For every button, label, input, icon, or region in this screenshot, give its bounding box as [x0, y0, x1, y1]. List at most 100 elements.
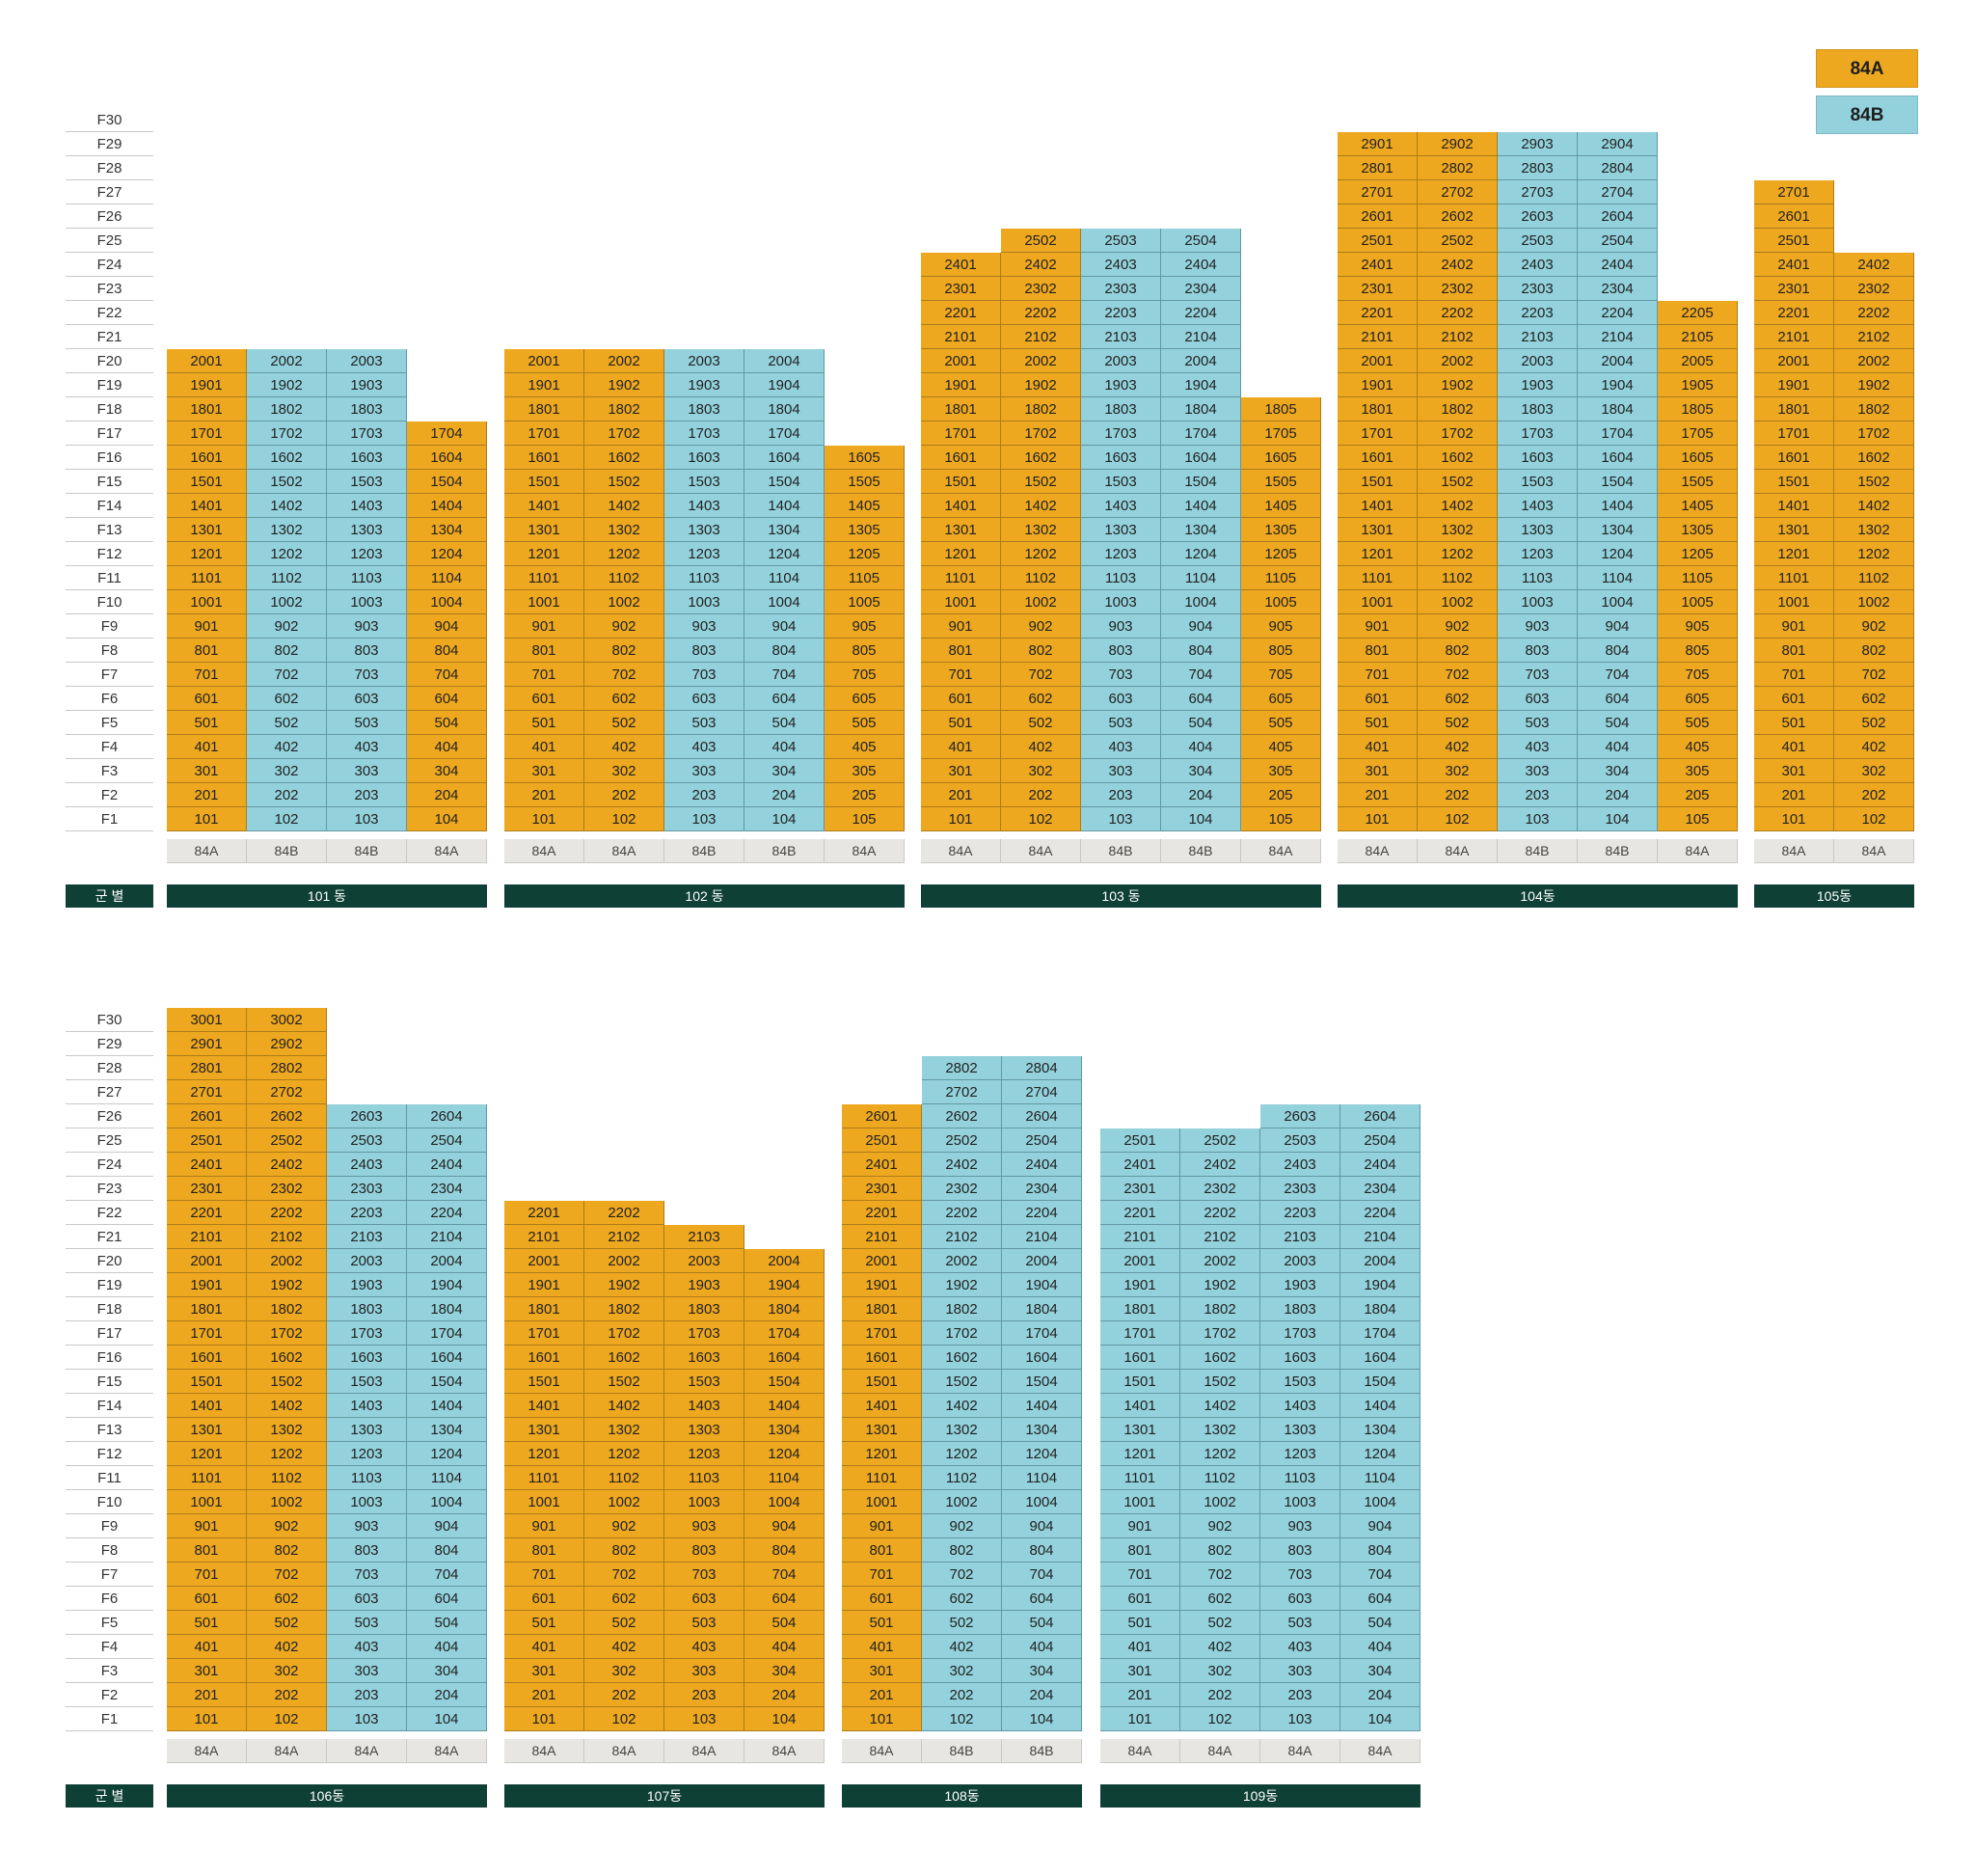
unit-cell[interactable]: 303 — [327, 759, 407, 783]
unit-cell[interactable]: 1701 — [1338, 421, 1418, 446]
unit-cell[interactable]: 904 — [407, 614, 487, 639]
unit-cell[interactable]: 1704 — [744, 421, 825, 446]
unit-cell[interactable]: 1204 — [1002, 1442, 1082, 1466]
unit-cell[interactable]: 1902 — [584, 1273, 664, 1297]
unit-cell[interactable]: 1304 — [744, 518, 825, 542]
unit-cell[interactable]: 1505 — [825, 470, 905, 494]
unit-cell[interactable]: 2601 — [842, 1104, 922, 1128]
unit-cell[interactable]: 601 — [167, 687, 247, 711]
unit-cell[interactable]: 1004 — [1340, 1490, 1420, 1514]
unit-cell[interactable]: 1501 — [842, 1370, 922, 1394]
unit-cell[interactable]: 902 — [922, 1514, 1002, 1538]
unit-cell[interactable]: 603 — [327, 687, 407, 711]
unit-cell[interactable]: 1003 — [664, 1490, 744, 1514]
unit-cell[interactable]: 1601 — [504, 1346, 584, 1370]
unit-cell[interactable]: 2001 — [167, 1249, 247, 1273]
unit-cell[interactable]: 804 — [1002, 1538, 1082, 1563]
unit-cell[interactable]: 1802 — [584, 397, 664, 421]
unit-cell[interactable]: 101 — [167, 1707, 247, 1731]
unit-cell[interactable]: 2301 — [921, 277, 1001, 301]
unit-cell[interactable]: 103 — [1081, 807, 1161, 831]
unit-cell[interactable]: 102 — [584, 1707, 664, 1731]
unit-cell[interactable]: 2205 — [1658, 301, 1738, 325]
unit-cell[interactable]: 203 — [1081, 783, 1161, 807]
unit-cell[interactable]: 2304 — [1161, 277, 1241, 301]
unit-cell[interactable]: 404 — [744, 735, 825, 759]
unit-cell[interactable]: 602 — [584, 1587, 664, 1611]
unit-cell[interactable]: 2602 — [247, 1104, 327, 1128]
unit-cell[interactable]: 2803 — [1498, 156, 1578, 180]
unit-cell[interactable]: 405 — [825, 735, 905, 759]
unit-cell[interactable]: 201 — [167, 783, 247, 807]
unit-cell[interactable]: 502 — [584, 711, 664, 735]
unit-cell[interactable]: 1202 — [1001, 542, 1081, 566]
unit-cell[interactable]: 1105 — [1658, 566, 1738, 590]
unit-cell[interactable]: 1101 — [1100, 1466, 1180, 1490]
unit-cell[interactable]: 1704 — [1578, 421, 1658, 446]
unit-cell[interactable]: 203 — [327, 783, 407, 807]
unit-cell[interactable]: 1901 — [1338, 373, 1418, 397]
unit-cell[interactable]: 1604 — [407, 1346, 487, 1370]
unit-cell[interactable]: 2502 — [922, 1128, 1002, 1153]
unit-cell[interactable]: 101 — [1100, 1707, 1180, 1731]
unit-cell[interactable]: 203 — [327, 1683, 407, 1707]
unit-cell[interactable]: 204 — [744, 783, 825, 807]
unit-cell[interactable]: 301 — [842, 1659, 922, 1683]
unit-cell[interactable]: 2102 — [922, 1225, 1002, 1249]
unit-cell[interactable]: 702 — [1001, 663, 1081, 687]
unit-cell[interactable]: 1805 — [1658, 397, 1738, 421]
unit-cell[interactable]: 1204 — [1340, 1442, 1420, 1466]
unit-cell[interactable]: 501 — [842, 1611, 922, 1635]
unit-cell[interactable]: 704 — [744, 1563, 825, 1587]
unit-cell[interactable]: 1401 — [504, 1394, 584, 1418]
unit-cell[interactable]: 1803 — [664, 397, 744, 421]
unit-cell[interactable]: 204 — [1161, 783, 1241, 807]
unit-cell[interactable]: 2303 — [1260, 1177, 1340, 1201]
unit-cell[interactable]: 801 — [921, 639, 1001, 663]
unit-cell[interactable]: 2701 — [1754, 180, 1834, 204]
unit-cell[interactable]: 903 — [327, 614, 407, 639]
unit-cell[interactable]: 104 — [1578, 807, 1658, 831]
unit-cell[interactable]: 1002 — [1001, 590, 1081, 614]
unit-cell[interactable]: 1003 — [664, 590, 744, 614]
unit-cell[interactable]: 501 — [504, 1611, 584, 1635]
unit-cell[interactable]: 2402 — [1001, 253, 1081, 277]
unit-cell[interactable]: 2604 — [1578, 204, 1658, 229]
unit-cell[interactable]: 602 — [1418, 687, 1498, 711]
unit-cell[interactable]: 1802 — [247, 397, 327, 421]
unit-cell[interactable]: 1204 — [1161, 542, 1241, 566]
unit-cell[interactable]: 503 — [327, 711, 407, 735]
unit-cell[interactable]: 2004 — [1578, 349, 1658, 373]
unit-cell[interactable]: 504 — [744, 711, 825, 735]
unit-cell[interactable]: 1203 — [1260, 1442, 1340, 1466]
unit-cell[interactable]: 602 — [1001, 687, 1081, 711]
unit-cell[interactable]: 2204 — [1002, 1201, 1082, 1225]
unit-cell[interactable]: 502 — [584, 1611, 664, 1635]
unit-cell[interactable]: 2402 — [247, 1153, 327, 1177]
unit-cell[interactable]: 1103 — [327, 566, 407, 590]
unit-cell[interactable]: 502 — [1418, 711, 1498, 735]
unit-cell[interactable]: 1302 — [1418, 518, 1498, 542]
unit-cell[interactable]: 1504 — [407, 1370, 487, 1394]
unit-cell[interactable]: 701 — [504, 663, 584, 687]
unit-cell[interactable]: 1002 — [1834, 590, 1914, 614]
unit-cell[interactable]: 2403 — [1498, 253, 1578, 277]
unit-cell[interactable]: 801 — [842, 1538, 922, 1563]
unit-cell[interactable]: 2104 — [1161, 325, 1241, 349]
unit-cell[interactable]: 504 — [407, 1611, 487, 1635]
unit-cell[interactable]: 1601 — [504, 446, 584, 470]
unit-cell[interactable]: 2502 — [1180, 1128, 1260, 1153]
unit-cell[interactable]: 2105 — [1658, 325, 1738, 349]
unit-cell[interactable]: 804 — [1340, 1538, 1420, 1563]
unit-cell[interactable]: 1102 — [584, 1466, 664, 1490]
unit-cell[interactable]: 2303 — [327, 1177, 407, 1201]
unit-cell[interactable]: 404 — [1002, 1635, 1082, 1659]
unit-cell[interactable]: 802 — [922, 1538, 1002, 1563]
unit-cell[interactable]: 1401 — [504, 494, 584, 518]
unit-cell[interactable]: 1504 — [744, 1370, 825, 1394]
unit-cell[interactable]: 1501 — [1338, 470, 1418, 494]
unit-cell[interactable]: 1903 — [664, 373, 744, 397]
unit-cell[interactable]: 2101 — [1338, 325, 1418, 349]
unit-cell[interactable]: 1404 — [744, 494, 825, 518]
unit-cell[interactable]: 2304 — [1578, 277, 1658, 301]
